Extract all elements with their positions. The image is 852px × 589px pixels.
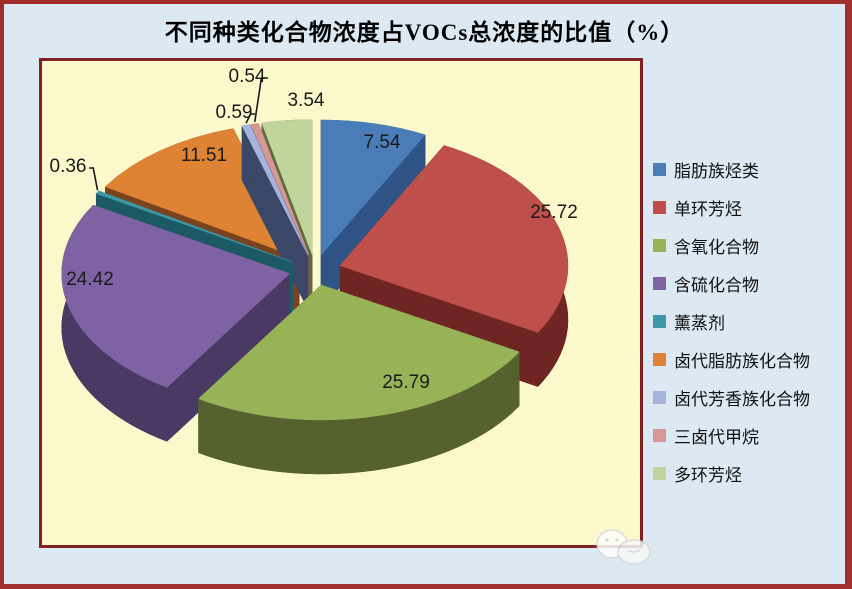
legend-swatch <box>653 352 666 366</box>
legend-item-6: 卤代芳香族化合物 <box>653 378 810 416</box>
watermark-faces-icon <box>596 529 651 565</box>
legend-label: 三卤代甲烷 <box>674 427 759 447</box>
legend-item-5: 卤代脂肪族化合物 <box>653 340 810 378</box>
legend-swatch <box>653 200 666 214</box>
chart-title: 不同种类化合物浓度占VOCs总浓度的比值（%） <box>164 20 685 45</box>
pie-slice-top <box>339 145 569 333</box>
pie-slice-top <box>241 124 309 256</box>
legend-item-8: 多环芳烃 <box>653 454 810 492</box>
legend-swatch <box>653 314 666 328</box>
legend-swatch <box>653 390 666 404</box>
legend-item-4: 薰蒸剂 <box>653 302 810 340</box>
pie-slice-top <box>61 204 291 388</box>
data-label: 24.42 <box>66 269 114 290</box>
legend-item-1: 单环芳烃 <box>653 188 810 226</box>
pie-slice-top <box>250 123 310 256</box>
data-label: 0.54 <box>229 66 266 87</box>
pie-slice-top <box>104 128 300 259</box>
data-label: 7.54 <box>364 132 401 153</box>
legend-swatch <box>653 428 666 442</box>
legend-label: 含硫化合物 <box>674 275 759 295</box>
data-label: 25.79 <box>382 372 430 393</box>
legend-label: 卤代脂肪族化合物 <box>674 351 810 371</box>
legend-label: 多环芳烃 <box>674 465 742 485</box>
leader-line <box>245 113 255 124</box>
pie-slice-3 <box>61 204 291 442</box>
legend: 脂肪族烃类单环芳烃含氧化合物含硫化合物薰蒸剂卤代脂肪族化合物 卤代芳香族化合物 三卤… <box>653 150 810 492</box>
watermark <box>574 518 674 581</box>
leader-line <box>253 77 268 123</box>
legend-label: 薰蒸剂 <box>674 313 725 333</box>
plot-area: 7.54 25.72 25.79 24.42 0.36 11.51 0.59 0.54 3.54 <box>39 58 643 548</box>
data-label: 11.51 <box>181 145 227 166</box>
pie-slice-2 <box>198 284 520 475</box>
pie-3d-canvas: 7.54 25.72 25.79 24.42 0.36 11.51 0.59 0.54 3.54 <box>50 66 578 475</box>
pie-slice-top <box>95 190 293 263</box>
legend-item-3: 含硫化合物 <box>653 264 810 302</box>
leader-line <box>89 167 99 191</box>
data-label: 0.36 <box>50 156 87 177</box>
legend-swatch <box>653 162 666 176</box>
legend-item-0: 脂肪族烃类 <box>653 150 810 188</box>
legend-item-2: 含氧化合物 <box>653 226 810 264</box>
pie-slice-top <box>261 119 313 255</box>
legend-swatch <box>653 276 666 290</box>
data-label: 3.54 <box>288 90 325 111</box>
pie-slice-top <box>320 119 426 256</box>
legend-swatch <box>653 466 666 480</box>
pie-slice-top <box>198 284 520 421</box>
legend-label: 单环芳烃 <box>674 199 742 219</box>
data-label: 0.59 <box>216 102 253 123</box>
legend-label: 含氧化合物 <box>674 237 759 257</box>
legend-label: 脂肪族烃类 <box>674 161 759 181</box>
data-label: 25.72 <box>530 202 578 223</box>
legend-label: 卤代芳香族化合物 <box>674 389 810 409</box>
legend-item-7: 三卤代甲烷 <box>653 416 810 454</box>
legend-swatch <box>653 238 666 252</box>
